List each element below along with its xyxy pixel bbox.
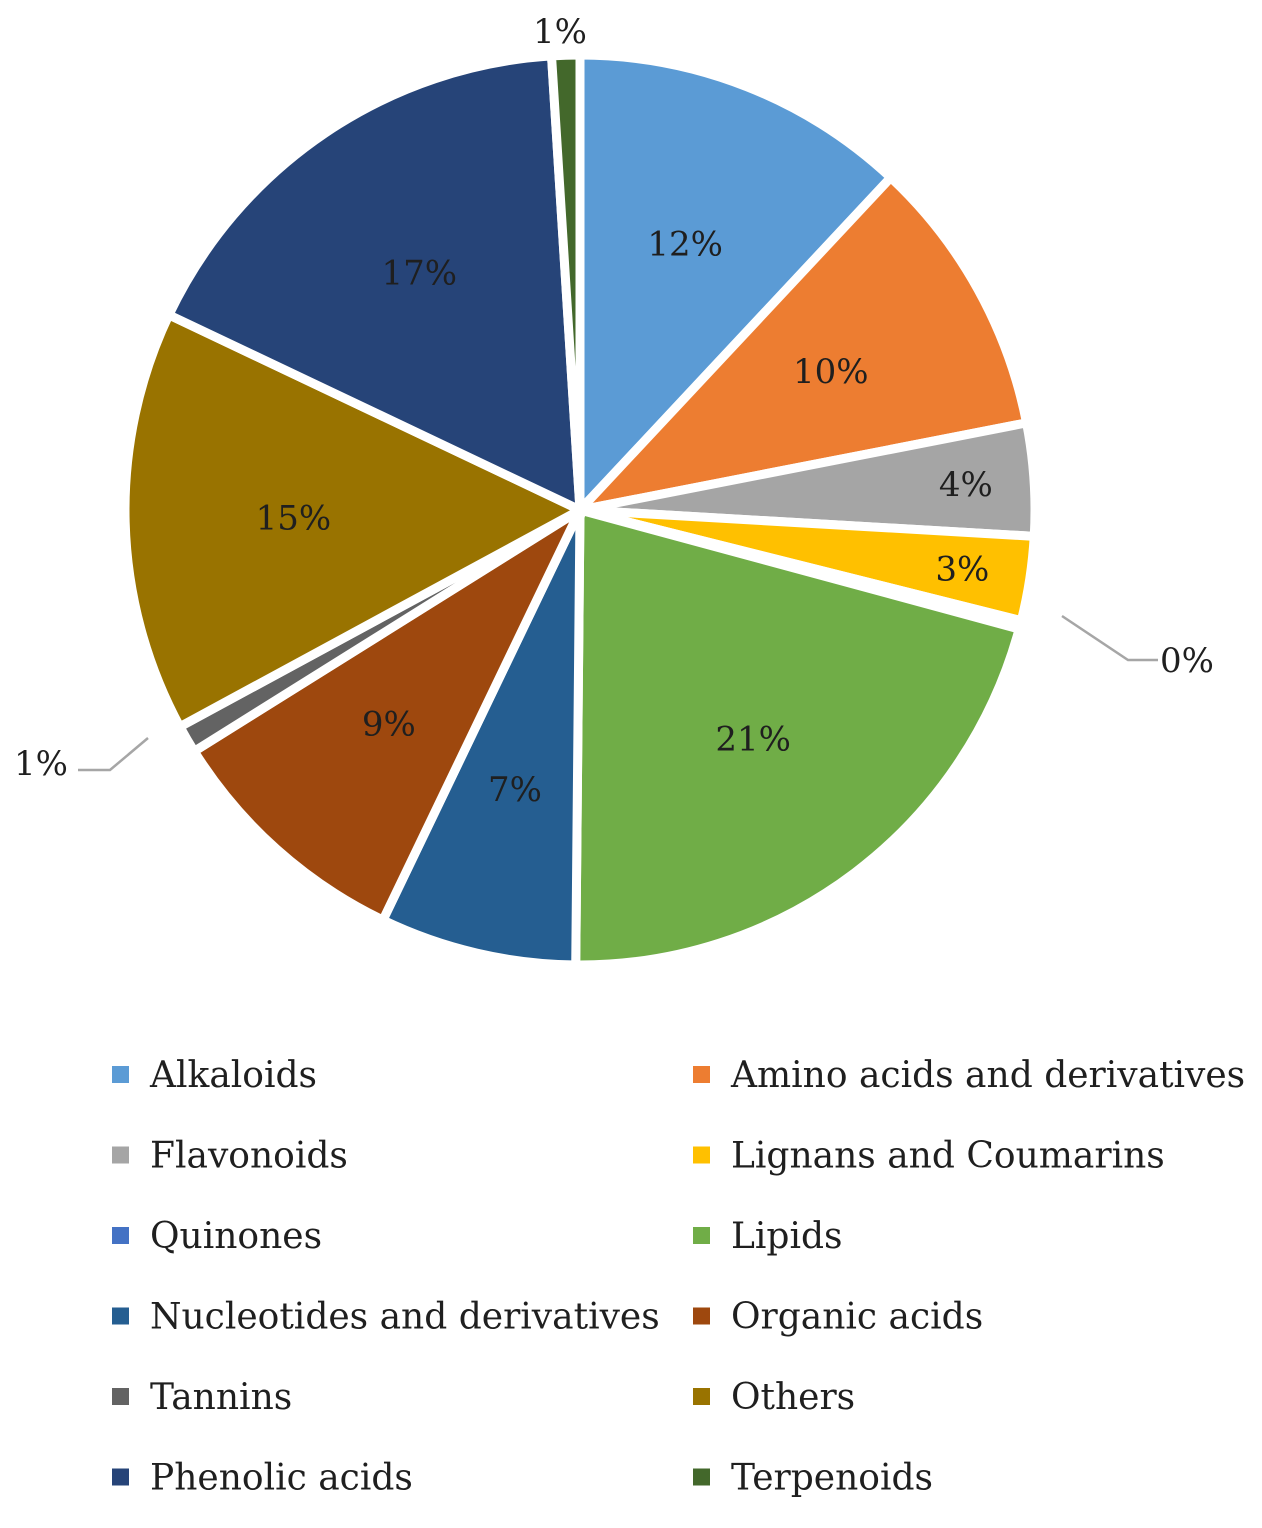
legend-item-others: Others	[693, 1377, 855, 1418]
legend-label-phenolic-acids: Phenolic acids	[150, 1458, 413, 1499]
legend-label-others: Others	[731, 1377, 855, 1418]
legend-swatch-tannins	[112, 1388, 129, 1405]
legend-swatch-lignans-and-coumarins	[693, 1146, 710, 1164]
legend-item-lignans-and-coumarins: Lignans and Coumarins	[693, 1136, 1165, 1177]
legend-item-flavonoids: Flavonoids	[112, 1136, 348, 1177]
pie-slice-nucleotides-and-derivatives	[376, 508, 585, 970]
legend-item-tannins: Tannins	[112, 1377, 292, 1418]
legend-swatch-lipids	[693, 1227, 710, 1244]
legend-item-nucleotides-and-derivatives: Nucleotides and derivatives	[112, 1297, 660, 1338]
legend-item-lipids: Lipids	[693, 1216, 843, 1257]
legend-swatch-quinones	[112, 1227, 129, 1244]
legend-item-quinones: Quinones	[112, 1216, 322, 1257]
legend-label-tannins: Tannins	[150, 1377, 292, 1418]
legend-label-amino-acids-and-derivatives: Amino acids and derivatives	[730, 1055, 1245, 1096]
legend-swatch-amino-acids-and-derivatives	[693, 1066, 710, 1083]
legend-label-lipids: Lipids	[731, 1216, 843, 1257]
pie-slice-amino-acids-and-derivatives	[567, 171, 1032, 518]
legend-item-terpenoids: Terpenoids	[693, 1458, 933, 1499]
slice-label-quinones: 0%	[1160, 641, 1214, 681]
leader-line-tannins	[78, 737, 149, 772]
pie-slice-terpenoids	[546, 50, 585, 511]
slice-label-nucleotides-and-derivatives: 7%	[488, 770, 542, 810]
slice-label-flavonoids: 4%	[939, 465, 993, 505]
slice-label-others: 15%	[256, 499, 332, 539]
slice-label-organic-acids: 9%	[362, 705, 416, 745]
slice-label-terpenoids: 1%	[533, 12, 587, 52]
pie-slice-alkaloids	[575, 50, 898, 522]
legend-item-alkaloids: Alkaloids	[112, 1055, 317, 1096]
leader-line-quinones	[1061, 614, 1158, 662]
slice-label-tannins: 1%	[14, 744, 68, 784]
pie-slice-phenolic-acids	[162, 51, 585, 518]
legend-swatch-others	[693, 1388, 710, 1405]
legend-label-flavonoids: Flavonoids	[150, 1136, 348, 1177]
pie-slices	[120, 50, 1040, 970]
legend-label-alkaloids: Alkaloids	[149, 1055, 317, 1096]
legend: Alkaloids Amino acids and derivatives Flav…	[112, 1055, 1245, 1499]
slice-label-amino-acids-and-derivatives: 10%	[793, 352, 869, 392]
legend-swatch-alkaloids	[112, 1066, 129, 1083]
legend-label-organic-acids: Organic acids	[731, 1297, 983, 1338]
legend-label-quinones: Quinones	[150, 1216, 322, 1257]
slice-label-alkaloids: 12%	[647, 224, 723, 264]
slice-label-lipids: 21%	[715, 719, 791, 759]
legend-swatch-nucleotides-and-derivatives	[112, 1307, 129, 1325]
legend-label-lignans-and-coumarins: Lignans and Coumarins	[731, 1136, 1165, 1177]
pie-slice-organic-acids	[188, 497, 591, 927]
legend-swatch-organic-acids	[693, 1307, 710, 1325]
legend-swatch-phenolic-acids	[112, 1468, 129, 1486]
slice-label-lignans-and-coumarins: 3%	[935, 550, 989, 590]
slice-label-phenolic-acids: 17%	[382, 254, 458, 294]
pie-slice-others	[120, 308, 590, 733]
legend-item-phenolic-acids: Phenolic acids	[112, 1458, 413, 1499]
slice-labels: 12% 10% 4% 3% 0% 21% 7% 9% 1% 15% 17% 1%	[14, 12, 1214, 810]
legend-label-terpenoids: Terpenoids	[731, 1458, 933, 1499]
legend-item-amino-acids-and-derivatives: Amino acids and derivatives	[693, 1055, 1245, 1096]
legend-item-organic-acids: Organic acids	[693, 1297, 983, 1338]
legend-swatch-terpenoids	[693, 1468, 710, 1486]
pie-slice-lipids	[571, 504, 1025, 970]
legend-label-nucleotides-and-derivatives: Nucleotides and derivatives	[150, 1297, 660, 1338]
legend-swatch-flavonoids	[112, 1146, 129, 1164]
